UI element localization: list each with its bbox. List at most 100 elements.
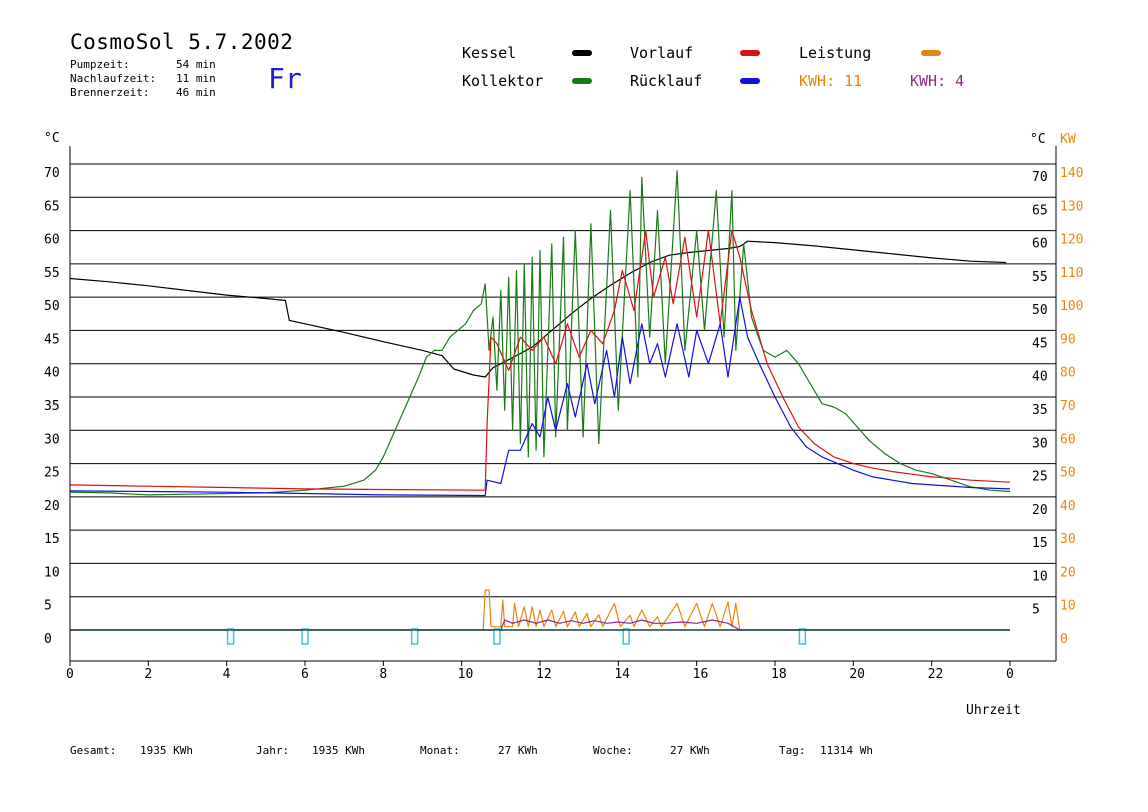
kw-tick-label: 90 xyxy=(1060,332,1076,347)
stat-nachlaufzeit-value: 11 min xyxy=(176,72,216,85)
legend-kollektor-label: Kollektor xyxy=(462,72,544,90)
x-tick-label: 12 xyxy=(536,667,552,682)
y-tick-label-right: 65 xyxy=(1032,203,1048,218)
footer-woche-value: 27 KWh xyxy=(670,744,710,757)
y-axis-title-right: °C xyxy=(1030,132,1046,147)
footer-tag-label: Tag: xyxy=(779,744,806,757)
footer-woche-label: Woche: xyxy=(593,744,633,757)
legend-kessel-swatch xyxy=(572,50,592,56)
kw-tick-label: 100 xyxy=(1060,299,1083,314)
kw-tick-label: 40 xyxy=(1060,499,1076,514)
x-tick-label: 20 xyxy=(849,667,865,682)
series-line-kwh-4 xyxy=(70,619,1010,631)
footer-jahr-value: 1935 KWh xyxy=(312,744,365,757)
y-tick-label-left: 15 xyxy=(44,532,60,547)
x-tick-label: 8 xyxy=(379,667,387,682)
footer-monat-value: 27 KWh xyxy=(498,744,538,757)
kw-tick-label: 50 xyxy=(1060,466,1076,481)
x-tick-label: 16 xyxy=(693,667,709,682)
y-tick-label-left: 25 xyxy=(44,466,60,481)
y-tick-label-left: 35 xyxy=(44,399,60,414)
legend-kwh-total: KWH: 11 xyxy=(799,72,863,90)
pump-marker xyxy=(622,628,630,645)
y-tick-label-right: 20 xyxy=(1032,503,1048,518)
legend-leistung-label: Leistung xyxy=(799,44,872,62)
pump-marker xyxy=(798,628,807,645)
pump-marker xyxy=(493,628,501,645)
x-tick-label: 0 xyxy=(66,667,74,682)
legend-kwh-partial: KWH: 4 xyxy=(910,72,965,90)
kw-tick-label: 60 xyxy=(1060,432,1076,447)
x-tick-label: 2 xyxy=(144,667,152,682)
y-tick-label-left: 40 xyxy=(44,366,60,381)
x-tick-label: 0 xyxy=(1006,667,1014,682)
y-axis-title-left: °C xyxy=(44,131,60,146)
kw-tick-label: 120 xyxy=(1060,233,1083,248)
y-tick-label-right: 50 xyxy=(1032,303,1048,318)
stat-pumpzeit-value: 54 min xyxy=(176,58,216,71)
kw-tick-label: 0 xyxy=(1060,632,1068,647)
y-tick-label-left: 45 xyxy=(44,332,60,347)
kw-tick-label: 30 xyxy=(1060,532,1076,547)
y-tick-label-right: 60 xyxy=(1032,237,1048,252)
y-tick-label-right: 45 xyxy=(1032,336,1048,351)
stat-pumpzeit-label: Pumpzeit: xyxy=(70,58,130,71)
legend-kollektor-swatch xyxy=(572,78,592,84)
pump-marker xyxy=(410,628,419,645)
series-line-kollektor xyxy=(69,170,1011,496)
kw-tick-label: 130 xyxy=(1060,199,1083,214)
y-tick-label-left: 60 xyxy=(44,233,60,248)
x-tick-label: 6 xyxy=(301,667,309,682)
kw-tick-label: 140 xyxy=(1060,166,1083,181)
footer-monat-label: Monat: xyxy=(420,744,460,757)
y-tick-label-left: 55 xyxy=(44,266,60,281)
y-tick-label-right: 15 xyxy=(1032,536,1048,551)
y-tick-label-left: 0 xyxy=(44,632,52,647)
x-tick-label: 18 xyxy=(771,667,787,682)
legend-kessel-label: Kessel xyxy=(462,44,517,62)
footer-tag-value: 11314 Wh xyxy=(820,744,873,757)
y-tick-label-right: 5 xyxy=(1032,603,1040,618)
x-axis-title: Uhrzeit xyxy=(966,703,1021,718)
kw-tick-label: 70 xyxy=(1060,399,1076,414)
x-tick-label: 4 xyxy=(223,667,231,682)
legend-leistung-swatch xyxy=(921,50,941,56)
y-tick-label-left: 50 xyxy=(44,299,60,314)
footer-gesamt-label: Gesamt: xyxy=(70,744,117,757)
y-tick-label-right: 55 xyxy=(1032,270,1048,285)
footer-gesamt-value: 1935 KWh xyxy=(140,744,193,757)
stat-brennerzeit-label: Brennerzeit: xyxy=(70,86,150,99)
legend-vorlauf-label: Vorlauf xyxy=(630,44,694,62)
legend-ruecklauf-swatch xyxy=(740,78,760,84)
kw-tick-label: 10 xyxy=(1060,599,1076,614)
pump-marker xyxy=(301,628,309,645)
y-tick-label-right: 25 xyxy=(1032,470,1048,485)
stat-nachlaufzeit-label: Nachlaufzeit: xyxy=(70,72,157,85)
y-tick-label-left: 70 xyxy=(44,166,60,181)
y-tick-label-right: 10 xyxy=(1032,569,1048,584)
x-tick-label: 14 xyxy=(614,667,630,682)
series-line-leistung xyxy=(70,589,1010,631)
weekday-label: Fr xyxy=(268,62,302,95)
legend-vorlauf-swatch xyxy=(740,50,760,56)
kw-tick-label: 80 xyxy=(1060,366,1076,381)
x-tick-label: 10 xyxy=(458,667,474,682)
y-tick-label-right: 40 xyxy=(1032,370,1048,385)
y-tick-label-right: 70 xyxy=(1032,170,1048,185)
x-tick-label: 22 xyxy=(928,667,944,682)
stat-brennerzeit-value: 46 min xyxy=(176,86,216,99)
y-tick-label-left: 10 xyxy=(44,565,60,580)
pump-marker xyxy=(226,628,235,645)
y-tick-label-right: 30 xyxy=(1032,436,1048,451)
page-title: CosmoSol 5.7.2002 xyxy=(70,30,294,54)
footer-jahr-label: Jahr: xyxy=(256,744,290,757)
y-tick-label-left: 5 xyxy=(44,599,52,614)
y-tick-label-right: 35 xyxy=(1032,403,1048,418)
series-line-r-cklauf xyxy=(69,296,1011,497)
y-tick-label-left: 65 xyxy=(44,199,60,214)
y-tick-label-left: 30 xyxy=(44,432,60,447)
kw-axis-title: KW xyxy=(1060,132,1076,147)
series-line-vorlauf xyxy=(69,230,1011,491)
kw-tick-label: 20 xyxy=(1060,565,1076,580)
